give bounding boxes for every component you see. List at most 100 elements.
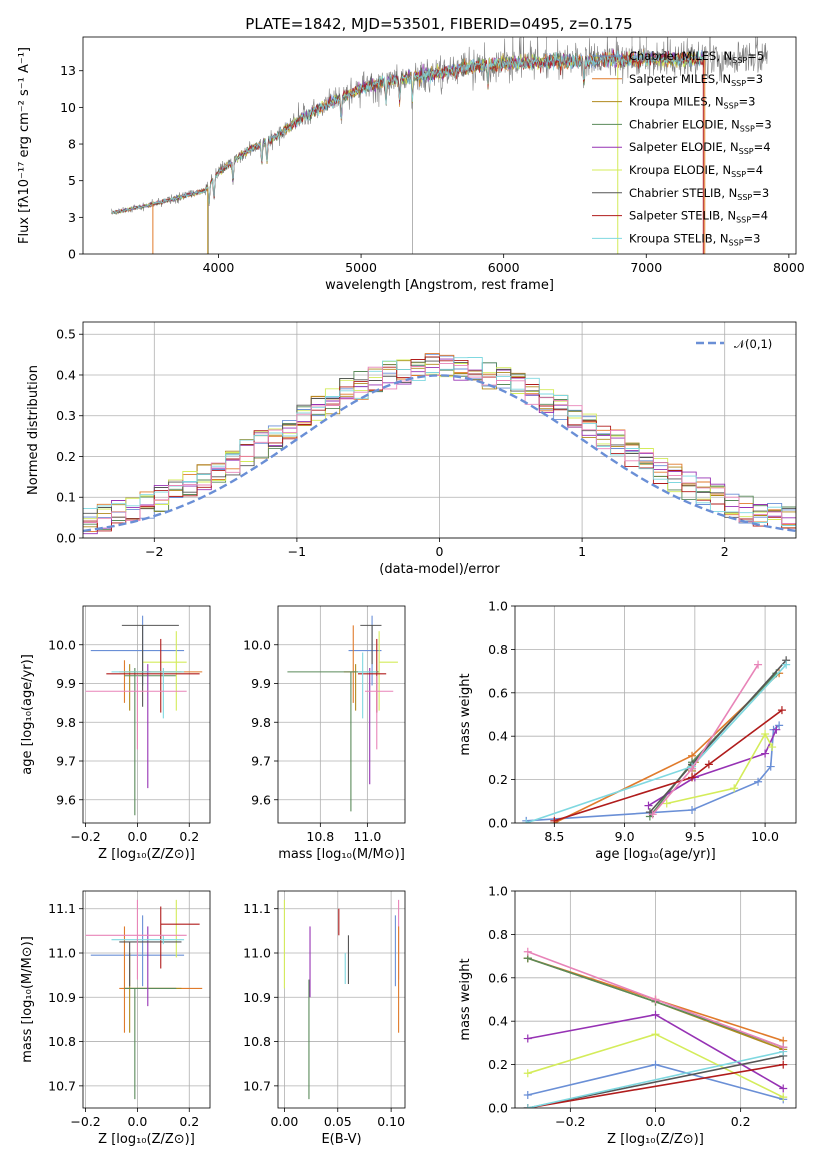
y-tick-label: 1.0 [488, 884, 508, 899]
y-tick-label: 10.7 [243, 1078, 271, 1093]
y-axis-label: Flux [fλ10⁻¹⁷ erg cm⁻² s⁻¹ A⁻¹] [17, 47, 32, 244]
weight-marker [782, 660, 791, 669]
weight-series [527, 1050, 784, 1108]
weight-marker [523, 1034, 532, 1043]
y-tick-label: 1.0 [488, 599, 508, 614]
y-tick-label: 9.8 [56, 715, 76, 730]
y-tick-label: 9.7 [56, 754, 76, 769]
x-tick-label: 0.0 [127, 829, 147, 844]
y-tick-label: 10.9 [243, 990, 271, 1005]
weight-marker [730, 784, 739, 793]
axes-frame: 0.00 0.05 0.10 10.7 10.8 10.9 11.0 11.1 E(B-V) [243, 890, 406, 1147]
y-tick-label: 0.0 [56, 531, 76, 546]
x-tick-label: 0 [436, 544, 444, 559]
weight-series [527, 1063, 784, 1108]
x-tick-label: 0.05 [324, 1114, 352, 1129]
x-axis-label: Z [log₁₀(Z/Z⊙)] [98, 847, 195, 862]
plot-area [83, 353, 796, 537]
legend-entry: Salpeter STELIB, NSSP=4 [629, 209, 768, 225]
legend-subscript: SSP [736, 216, 751, 225]
x-tick-label: 9.5 [685, 829, 705, 844]
x-axis-label: wavelength [Angstrom, rest frame] [325, 278, 554, 293]
y-axis-label: mass [log₁₀(M/M⊙)] [20, 936, 35, 1063]
plot-area [85, 615, 203, 816]
weight-series [526, 724, 780, 822]
y-tick-label: 9.6 [56, 792, 76, 807]
y-tick-label: 9.7 [251, 754, 271, 769]
x-tick-label: 0.10 [377, 1114, 405, 1129]
legend-subscript: SSP [731, 170, 746, 179]
weight-marker [662, 799, 671, 808]
legend-subscript: SSP [724, 102, 739, 111]
weight-marker [772, 725, 781, 734]
y-tick-label: 10.9 [48, 990, 76, 1005]
y-tick-label: 0.4 [56, 367, 76, 382]
weight-marker [779, 1060, 788, 1069]
weight-marker [768, 743, 777, 752]
y-tick-label: 0.8 [488, 642, 508, 657]
weight-marker [648, 810, 657, 819]
y-tick-label: 0 [68, 247, 76, 262]
axes-box [82, 36, 797, 255]
weight-marker [754, 777, 763, 786]
axes-frame: −2 −1 0 1 2 0.0 0.1 0.2 0.3 0.4 0.5 (data-model)/er… [26, 321, 797, 577]
x-tick-label: −0.2 [555, 1114, 585, 1129]
legend-subscript: SSP [729, 238, 744, 247]
x-tick-label: −1 [288, 544, 306, 559]
weight-marker [779, 1093, 788, 1102]
weight-marker [688, 773, 697, 782]
plot-area [85, 899, 203, 1100]
spectrum-panel: 4000 5000 6000 7000 8000 0 3 5 8 10 13 wavelength [… [17, 36, 805, 293]
legend-entry: Salpeter MILES, NSSP=3 [629, 72, 763, 88]
legend: Chabrier MILES, NSSP=5 Salpeter MILES, NS… [592, 49, 772, 247]
x-tick-label: 11.0 [353, 829, 381, 844]
residual-histogram [83, 356, 796, 532]
y-tick-label: 10 [60, 100, 76, 115]
mass-vs-extinction-panel: 0.00 0.05 0.10 10.7 10.8 10.9 11.0 11.1 E(B-V) [243, 890, 406, 1147]
model-spectrum [111, 48, 704, 215]
axes-frame: −0.2 0.0 0.2 0.0 0.2 0.4 0.6 0.8 1.0 Z [log₁₀(Z/Z… [458, 884, 797, 1147]
weight-marker [754, 660, 763, 669]
x-tick-label: 0.2 [731, 1114, 751, 1129]
age-vs-mass-panel: 10.8 11.0 9.6 9.7 9.8 9.9 10.0 mass [log₁₀(M/M⊙… [243, 605, 406, 862]
y-tick-label: 3 [68, 210, 76, 225]
y-tick-label: 11.0 [243, 946, 271, 961]
legend-entry: Chabrier MILES, NSSP=5 [629, 49, 764, 65]
x-tick-label: −0.2 [70, 829, 100, 844]
weight-marker [761, 749, 770, 758]
legend-entry: Kroupa STELIB, NSSP=3 [629, 231, 760, 247]
x-tick-label: 6000 [488, 260, 520, 275]
y-tick-label: 10.0 [243, 637, 271, 652]
x-tick-label: 7000 [630, 260, 662, 275]
y-tick-label: 0.0 [488, 816, 508, 831]
y-tick-label: 0.2 [56, 449, 76, 464]
y-tick-label: 10.8 [243, 1034, 271, 1049]
residual-histogram [83, 362, 796, 534]
legend-subscript: SSP [731, 79, 746, 88]
axes-frame: −0.2 0.0 0.2 10.7 10.8 10.9 11.0 11.1 Z [log₁₀(Z… [20, 890, 211, 1147]
y-tick-label: 0.0 [488, 1101, 508, 1116]
weight-marker [651, 995, 660, 1004]
mass-vs-metallicity-panel: −0.2 0.0 0.2 10.7 10.8 10.9 11.0 11.1 Z [log₁₀(Z… [20, 890, 211, 1147]
legend-subscript: SSP [739, 147, 754, 156]
axes-frame: 4000 5000 6000 7000 8000 0 3 5 8 10 13 wavelength [… [17, 36, 805, 293]
legend-suffix: =4 [751, 209, 768, 223]
axes-box [277, 605, 406, 824]
weight-marker [688, 764, 697, 773]
axes-box [514, 605, 797, 824]
x-tick-label: 8.5 [544, 829, 564, 844]
x-axis-label: Z [log₁₀(Z/Z⊙)] [98, 1132, 195, 1147]
weight-marker [522, 819, 531, 823]
weight-marker [779, 1043, 788, 1052]
y-axis-label: mass weight [458, 958, 473, 1040]
plot-area [111, 37, 768, 254]
weight-series [666, 732, 773, 805]
y-tick-label: 0.2 [488, 1057, 508, 1072]
model-spectrum [111, 47, 704, 215]
y-axis-label: Normed distribution [26, 365, 41, 495]
x-tick-label: 0.2 [179, 1114, 199, 1129]
y-tick-label: 10.7 [48, 1078, 76, 1093]
y-tick-label: 9.9 [251, 676, 271, 691]
legend-suffix: =3 [739, 95, 756, 109]
observed-spectrum [111, 37, 768, 215]
